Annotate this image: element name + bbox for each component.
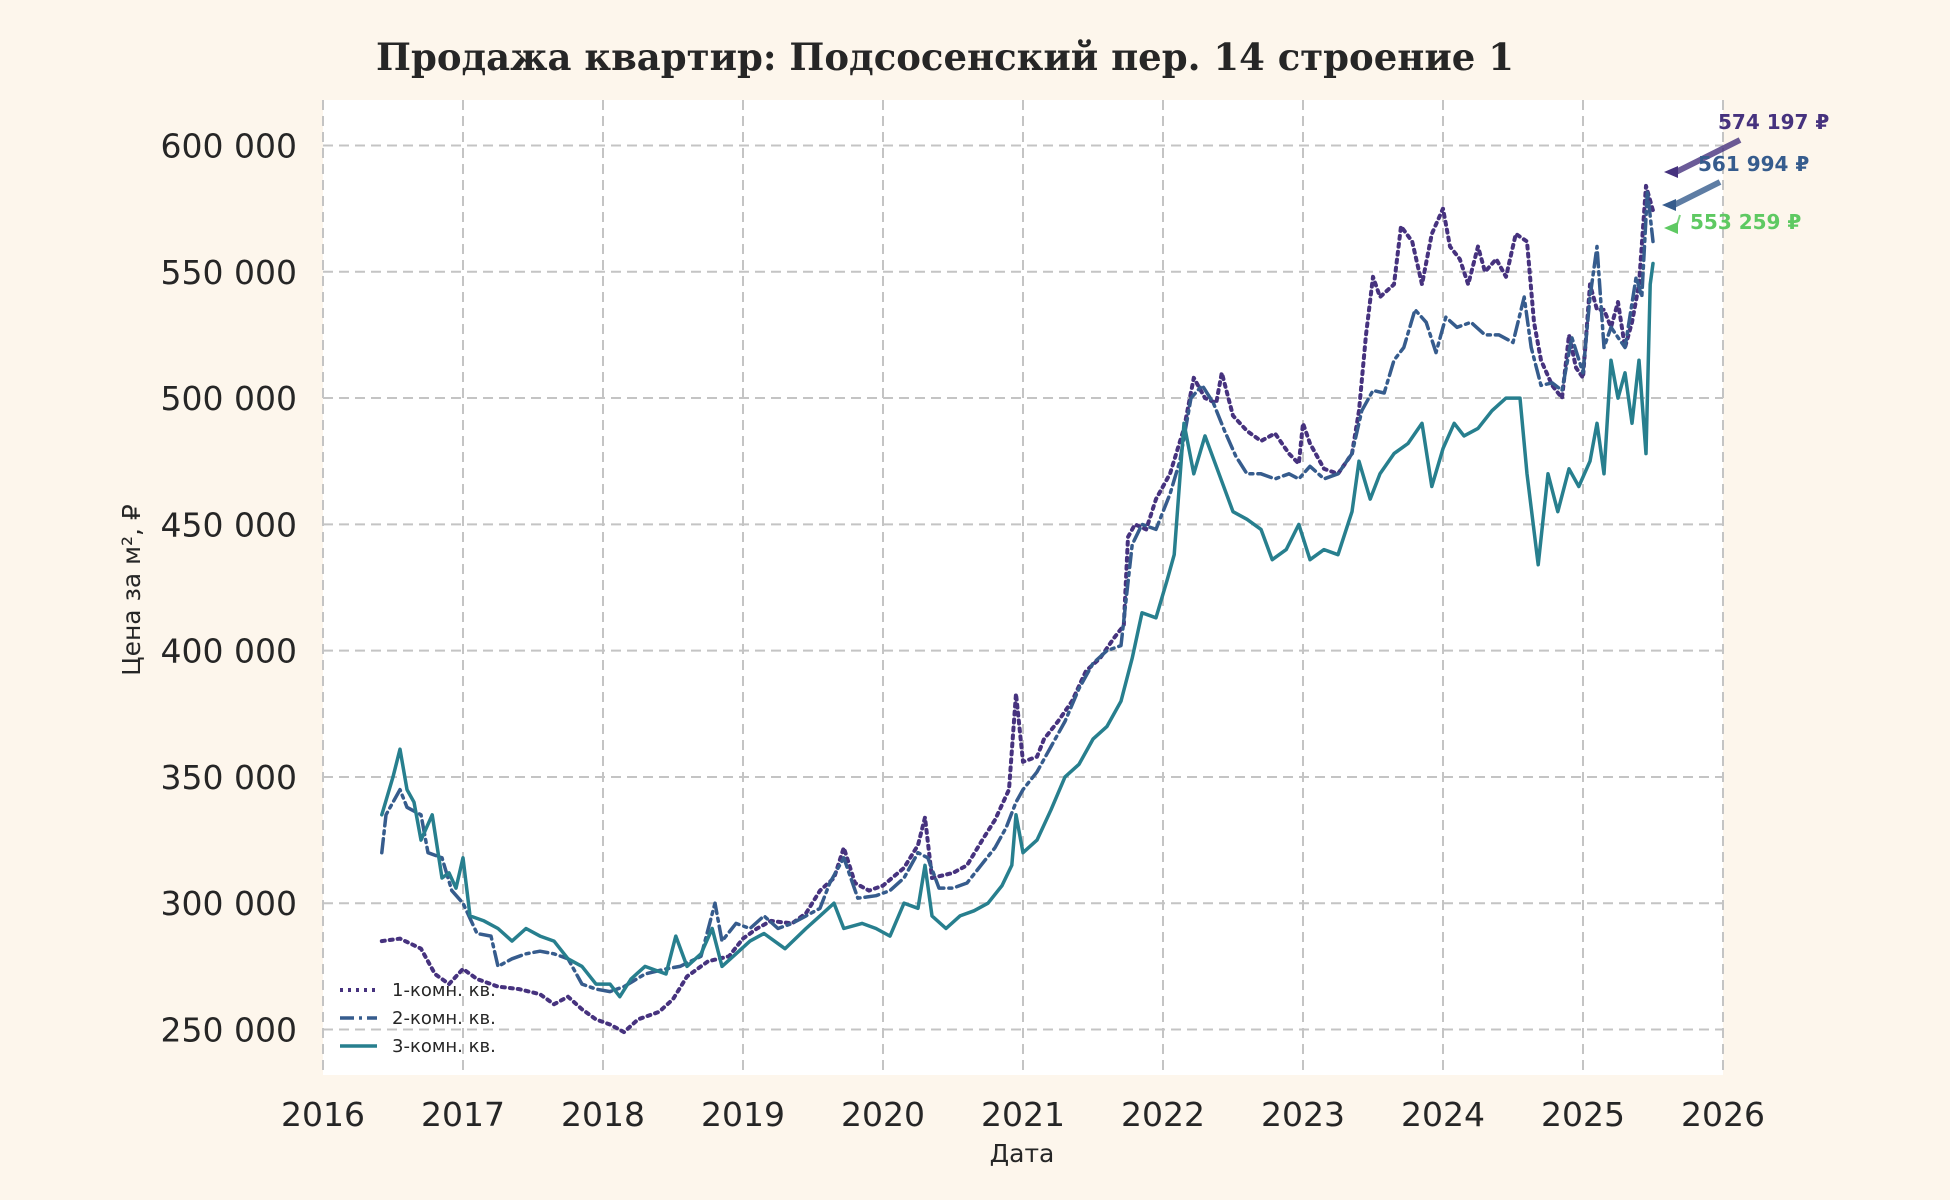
x-axis-label: Дата [990,1139,1055,1168]
series-line-1-room [379,183,1655,1035]
x-tick-label: 2018 [561,1095,645,1134]
x-tick-label: 2020 [841,1095,925,1134]
annotation-arrowhead [1664,222,1678,234]
tick-layer: 2016 2017 2018 2019 2020 2021 2022 2023 2024 2025… [161,126,1765,1134]
series-layer [379,183,1655,1035]
legend-label: 1-комн. кв. [392,980,496,1001]
annotation-arrow [1672,179,1722,208]
x-tick-label: 2025 [1541,1095,1625,1134]
grid-layer [322,100,1724,1075]
last-value-label: 561 994 ₽ [1698,152,1809,176]
y-tick-label: 500 000 [161,379,297,418]
y-tick-label: 450 000 [161,505,297,544]
x-tick-label: 2021 [981,1095,1065,1134]
last-value-label: 553 259 ₽ [1690,210,1801,234]
x-tick-label: 2016 [281,1095,365,1134]
x-tick-label: 2017 [421,1095,505,1134]
series-line-2-room [380,189,1655,994]
annotation-arrow [1674,137,1742,175]
x-tick-label: 2022 [1121,1095,1205,1134]
y-tick-label: 550 000 [161,253,297,292]
x-tick-label: 2019 [701,1095,785,1134]
series-line-3-room [380,261,1655,999]
x-tick-label: 2026 [1681,1095,1765,1134]
annotation-arrowhead [1664,166,1678,178]
y-tick-label: 350 000 [161,758,297,797]
last-value-label: 574 197 ₽ [1718,110,1829,134]
y-tick-label: 300 000 [161,884,297,923]
y-tick-label: 600 000 [161,126,297,165]
x-tick-label: 2024 [1401,1095,1485,1134]
legend: 1-комн. кв. 2-комн. кв. 3-комн. кв. [340,980,496,1057]
y-tick-label: 400 000 [161,632,297,671]
legend-label: 3-комн. кв. [392,1036,496,1057]
y-tick-label: 250 000 [161,1011,297,1050]
annotation-arrowhead [1662,199,1676,211]
annotation-layer: 574 197 ₽ 561 994 ₽ 553 259 ₽ [1662,110,1829,234]
chart-title: Продажа квартир: Подсосенский пер. 14 ст… [376,35,1514,79]
legend-label: 2-комн. кв. [392,1008,496,1029]
y-axis-label: Цена за м², ₽ [117,504,146,676]
x-tick-label: 2023 [1261,1095,1345,1134]
